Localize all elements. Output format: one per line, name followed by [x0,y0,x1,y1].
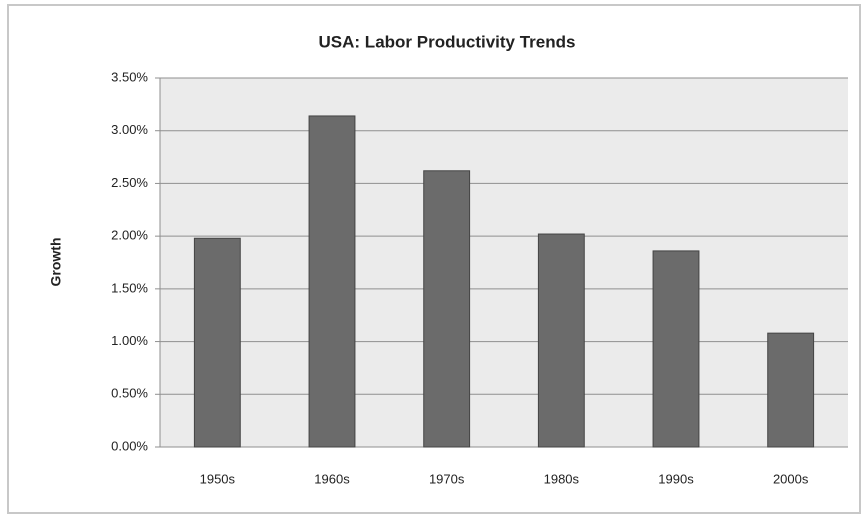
y-tick-label: 3.00% [111,122,148,137]
x-tick-label: 1970s [429,471,465,486]
x-tick-label: 2000s [773,471,809,486]
y-tick-label: 0.00% [111,438,148,453]
y-axis-label: Growth [48,238,64,287]
y-tick-label: 2.00% [111,228,148,243]
y-tick-label: 3.50% [111,69,148,84]
y-tick-label: 1.00% [111,333,148,348]
bar [308,115,356,448]
y-tick-label: 2.50% [111,175,148,190]
x-tick-label: 1990s [658,471,694,486]
bar [767,332,815,448]
y-tick-label: 1.50% [111,280,148,295]
x-tick-label: 1980s [544,471,580,486]
x-tick-label: 1960s [314,471,350,486]
bar [537,233,585,448]
bar [423,170,471,448]
chart-title: USA: Labor Productivity Trends [319,32,576,51]
plot-area [160,78,848,447]
bar [652,250,700,448]
x-tick-label: 1950s [200,471,236,486]
y-tick-label: 0.50% [111,386,148,401]
bar [193,237,241,448]
